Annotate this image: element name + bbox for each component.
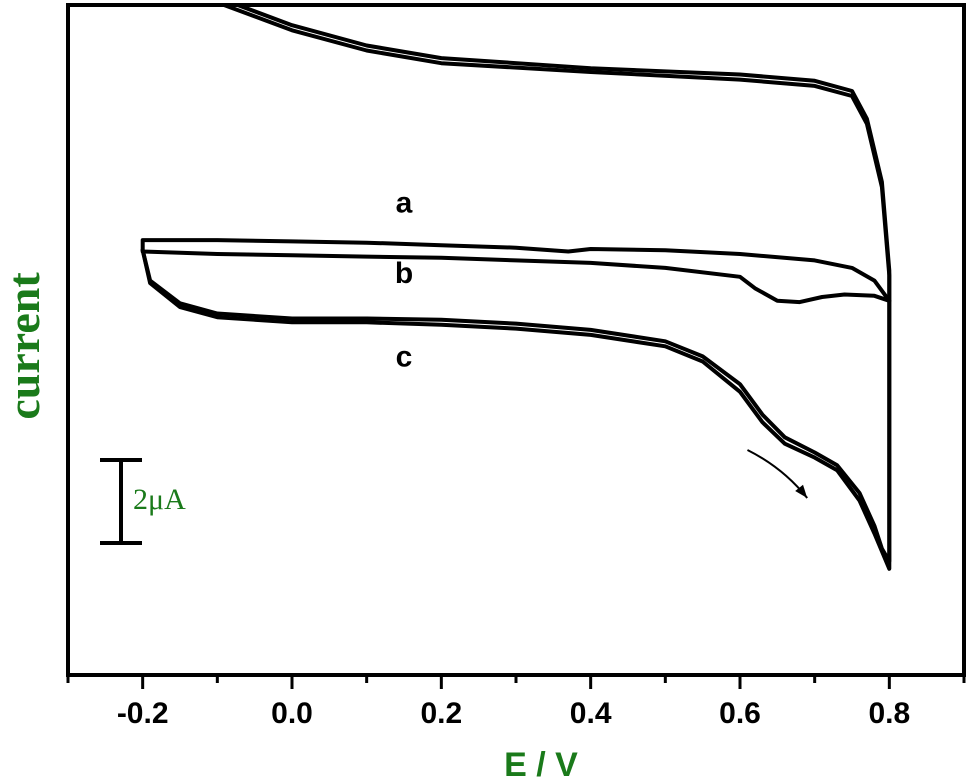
scale-bar-label: 2μA bbox=[133, 483, 186, 516]
x-tick-label: -0.2 bbox=[117, 697, 169, 730]
curve-label-b: b bbox=[395, 257, 413, 290]
arrow-head bbox=[795, 484, 808, 499]
curve-a bbox=[140, 238, 892, 305]
scan-direction-arrow bbox=[747, 449, 808, 499]
curve-b bbox=[140, 5, 892, 564]
plot-frame bbox=[66, 3, 966, 677]
x-axis-title: E / V bbox=[504, 746, 578, 784]
x-tick-label: 0.4 bbox=[570, 697, 612, 730]
curve-label-c: c bbox=[396, 341, 413, 374]
y-axis-title: current bbox=[0, 272, 49, 420]
curve-label-a: a bbox=[396, 186, 413, 219]
x-axis-ticks bbox=[66, 675, 966, 689]
x-tick-label: 0.8 bbox=[868, 697, 910, 730]
x-tick-label: 0.6 bbox=[719, 697, 761, 730]
curves-group bbox=[140, 5, 892, 571]
scale-bar: 2μA bbox=[100, 458, 186, 545]
curve-c bbox=[140, 5, 892, 571]
x-tick-label: 0.2 bbox=[420, 697, 462, 730]
curve-labels-group: a b c bbox=[395, 186, 413, 373]
x-axis-tick-labels: -0.2 0.0 0.2 0.4 0.6 0.8 bbox=[117, 697, 910, 730]
x-tick-label: 0.0 bbox=[271, 697, 313, 730]
